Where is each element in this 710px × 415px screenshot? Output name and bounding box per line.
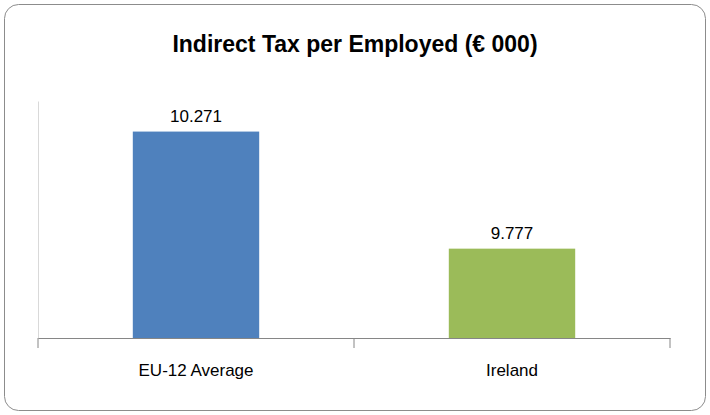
x-tick-label: EU-12 Average (139, 361, 254, 380)
data-label: 10.271 (170, 107, 222, 126)
y-axis (38, 102, 39, 339)
bar (449, 249, 575, 338)
x-tick: Ireland (486, 338, 538, 380)
bars (133, 132, 575, 338)
category-divider (670, 338, 671, 348)
category-divider (354, 338, 355, 348)
data-label: 9.777 (491, 224, 534, 243)
x-axis: EU-12 Average Ireland (39, 338, 671, 380)
chart: Indirect Tax per Employed (€ 000) EU-12 A… (0, 0, 710, 415)
chart-title: Indirect Tax per Employed (€ 000) (172, 31, 537, 57)
x-tick: EU-12 Average (139, 338, 254, 380)
plot-area: EU-12 Average Ireland 10.271 9.777 (38, 102, 671, 381)
x-tick-label: Ireland (486, 361, 538, 380)
category-divider (38, 338, 39, 348)
bar (133, 132, 259, 338)
y-axis-line (38, 102, 39, 339)
chart-frame (5, 5, 706, 411)
